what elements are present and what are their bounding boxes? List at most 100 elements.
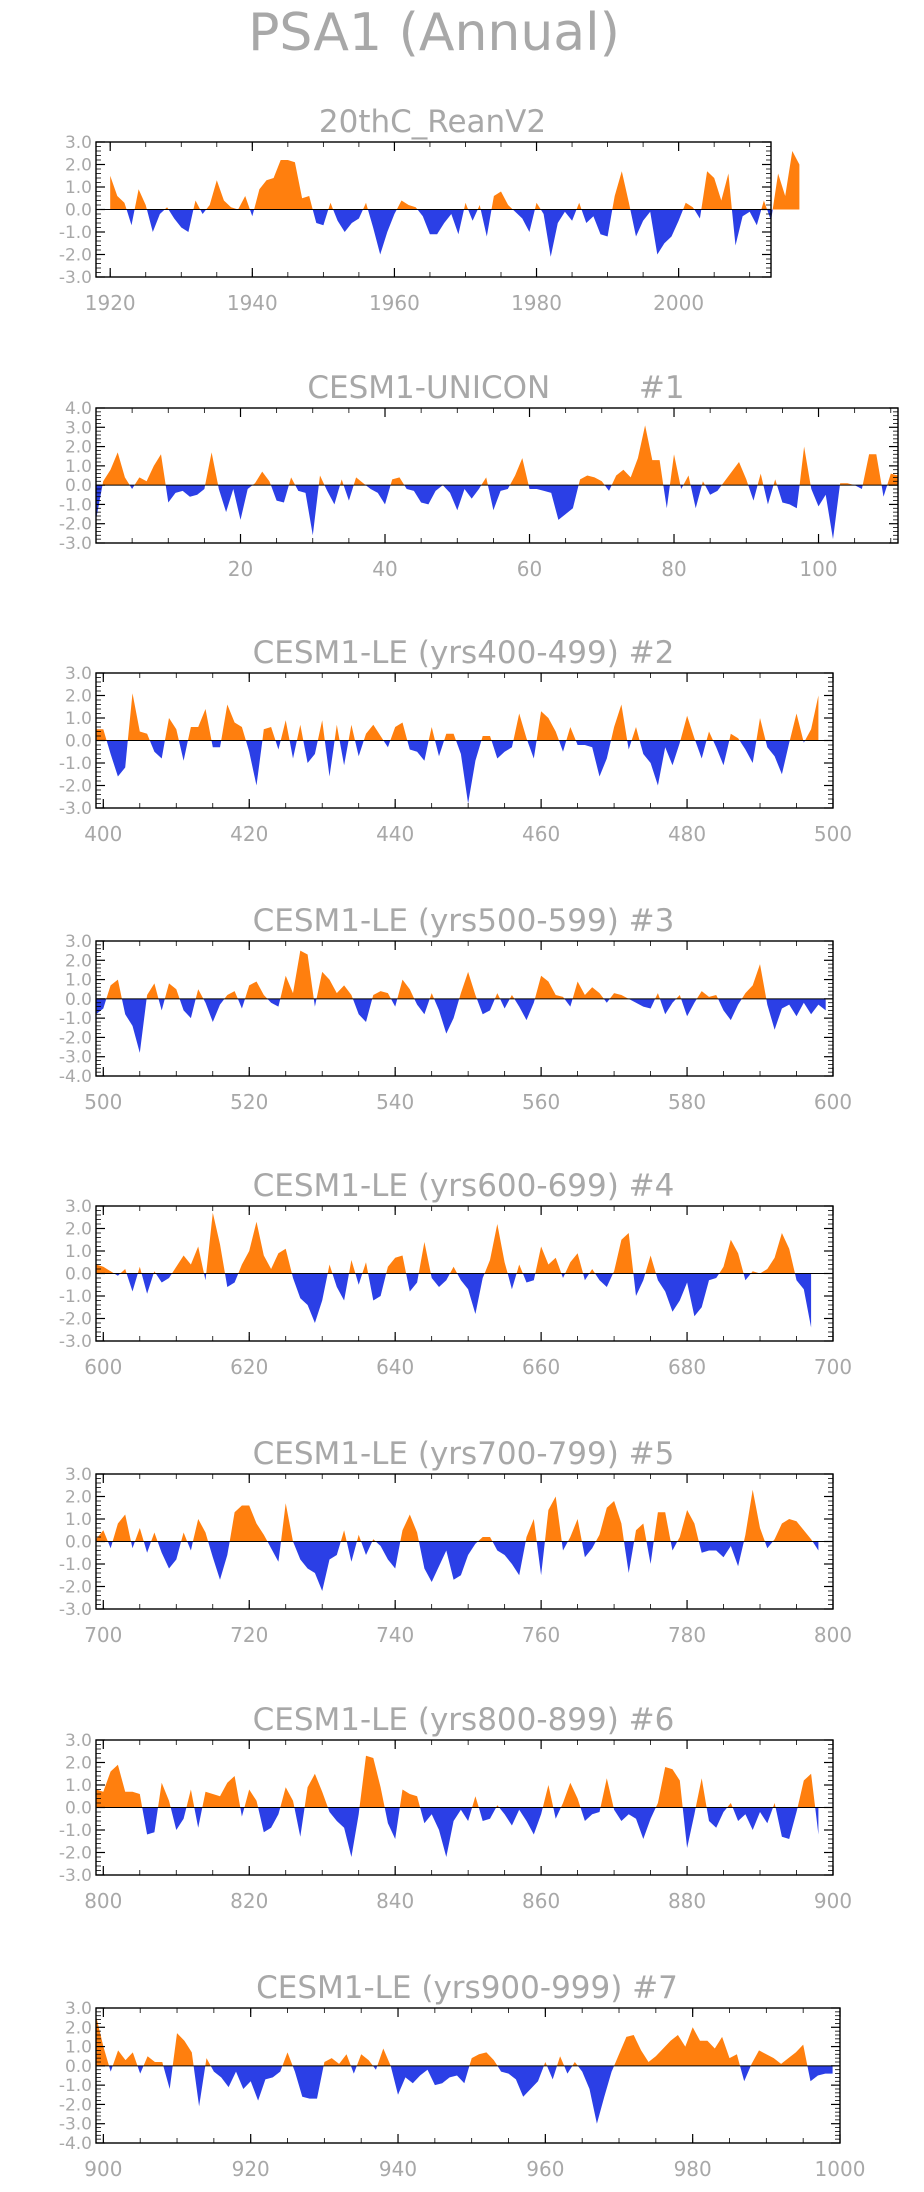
y-tick-label: 2.0 — [65, 687, 92, 707]
y-tick-label: -3.0 — [59, 534, 92, 554]
y-tick-label: 1.0 — [65, 457, 92, 477]
x-tick-label: 680 — [668, 1355, 706, 1379]
x-tick-label: 700 — [84, 1623, 122, 1647]
x-tick-label: 820 — [230, 1889, 268, 1913]
positive-anomaly-area — [96, 693, 819, 741]
x-tick-label: 560 — [522, 1090, 560, 1114]
y-tick-label: 0.0 — [65, 2057, 92, 2077]
x-tick-label: 900 — [814, 1889, 852, 1913]
y-tick-label: 1.0 — [65, 1242, 92, 1262]
x-tick-label: 880 — [668, 1889, 706, 1913]
negative-anomaly-area — [110, 209, 800, 257]
y-tick-label: -1.0 — [59, 495, 92, 515]
y-tick-label: -2.0 — [59, 1310, 92, 1330]
x-tick-label: 700 — [814, 1355, 852, 1379]
panel-title: CESM1-UNICON #1 — [307, 370, 684, 406]
y-tick-label: -2.0 — [59, 2095, 92, 2115]
chart-panel-8: CESM1-LE (yrs900-999) #7 3.02.01.00.0-1.0… — [59, 1970, 866, 2181]
y-tick-label: -3.0 — [59, 268, 92, 288]
plot-frame — [95, 141, 772, 278]
y-tick-label: -1.0 — [59, 1009, 92, 1029]
panel-title: CESM1-LE (yrs400-499) #2 — [253, 635, 675, 671]
plot-frame — [95, 1205, 834, 1342]
negative-anomaly-area — [96, 1541, 819, 1591]
chart-panel-6: CESM1-LE (yrs700-799) #5 3.0 2.01.0 0.0-1.0… — [59, 1436, 852, 1647]
positive-anomaly-area — [96, 1212, 812, 1274]
x-tick-label: 440 — [376, 822, 414, 846]
x-tick-label: 720 — [230, 1623, 268, 1647]
y-tick-label: 2.0 — [65, 1488, 92, 1508]
y-tick-label: 3.0 — [65, 1197, 92, 1217]
y-tick-label: -2.0 — [59, 1844, 92, 1864]
x-tick-label: 1980 — [511, 291, 562, 315]
y-tick-label: -3.0 — [59, 1866, 92, 1886]
x-tick-label: 580 — [668, 1090, 706, 1114]
x-tick-label: 920 — [232, 2157, 270, 2181]
x-tick-label: 940 — [379, 2157, 417, 2181]
y-tick-label: 0.0 — [65, 476, 92, 496]
positive-anomaly-area — [96, 1489, 819, 1542]
y-tick-label: 3.0 — [65, 418, 92, 438]
x-tick-label: 480 — [668, 822, 706, 846]
y-tick-label: 2.0 — [65, 2018, 92, 2038]
x-tick-label: 100 — [799, 557, 837, 581]
y-tick-label: 3.0 — [65, 664, 92, 684]
negative-anomaly-area — [96, 998, 826, 1053]
y-tick-label: -3.0 — [59, 1600, 92, 1620]
y-tick-label: -1.0 — [59, 1555, 92, 1575]
y-tick-label: 1.0 — [65, 971, 92, 991]
chart-panel-2: CESM1-UNICON #1 4.03.02.01.00.0-1.0-2.0-3… — [59, 370, 899, 581]
positive-anomaly-area — [96, 425, 898, 486]
panel-title: CESM1-LE (yrs900-999) #7 — [256, 1970, 678, 2006]
y-tick-label: 0.0 — [65, 732, 92, 752]
negative-anomaly-area — [96, 1273, 812, 1328]
y-tick-label: 2.0 — [65, 1754, 92, 1774]
x-tick-label: 1960 — [369, 291, 420, 315]
positive-anomaly-area — [96, 2015, 833, 2066]
y-tick-label: -2.0 — [59, 1578, 92, 1598]
x-tick-label: 500 — [84, 1090, 122, 1114]
panel-title: CESM1-LE (yrs800-899) #6 — [253, 1702, 675, 1738]
x-tick-label: 600 — [84, 1355, 122, 1379]
x-tick-label: 460 — [522, 822, 560, 846]
y-tick-label: -4.0 — [59, 1067, 92, 1087]
x-tick-label: 40 — [372, 557, 397, 581]
negative-anomaly-area — [96, 740, 819, 804]
plot-frame — [95, 940, 834, 1077]
y-tick-label: 1.0 — [65, 1776, 92, 1796]
y-tick-label: -2.0 — [59, 777, 92, 797]
plot-frame — [95, 1473, 834, 1610]
chart-panel-4: CESM1-LE (yrs500-599) #3 3.02.01.00.0-1.0… — [59, 903, 852, 1114]
y-tick-label: -3.0 — [59, 799, 92, 819]
x-tick-label: 540 — [376, 1090, 414, 1114]
y-tick-label: 2.0 — [65, 156, 92, 176]
y-tick-label: 0.0 — [65, 990, 92, 1010]
y-tick-label: 2.0 — [65, 951, 92, 971]
plot-frame — [95, 407, 899, 544]
x-tick-label: 660 — [522, 1355, 560, 1379]
x-tick-label: 840 — [376, 1889, 414, 1913]
y-tick-label: 0.0 — [65, 1799, 92, 1819]
y-tick-label: -1.0 — [59, 1287, 92, 1307]
x-tick-label: 420 — [230, 822, 268, 846]
x-tick-label: 2000 — [653, 291, 704, 315]
chart-panel-7: CESM1-LE (yrs800-899) #6 3.0 2.01.0 0.0-1.0… — [59, 1702, 852, 1913]
x-tick-label: 900 — [84, 2157, 122, 2181]
chart-panel-5: CESM1-LE (yrs600-699) #4 3.0 2.01.0 0.0-1.0… — [59, 1168, 852, 1379]
y-tick-label: 4.0 — [65, 399, 92, 419]
y-tick-label: -3.0 — [59, 1332, 92, 1352]
x-tick-label: 1940 — [227, 291, 278, 315]
panels: 20thC_ReanV23.02.01.00.0-1.0-2.0-3.01920… — [59, 104, 899, 2181]
negative-anomaly-area — [96, 1807, 819, 1857]
x-tick-label: 620 — [230, 1355, 268, 1379]
positive-anomaly-area — [110, 151, 800, 210]
y-tick-label: -2.0 — [59, 1028, 92, 1048]
chart-panel-1: 20thC_ReanV2 3.0 2.01.0 0.0-1.0 -2.0-3.0 1920… — [59, 104, 800, 315]
y-tick-label: -2.0 — [59, 515, 92, 535]
x-tick-label: 960 — [526, 2157, 564, 2181]
x-tick-label: 1000 — [815, 2157, 866, 2181]
y-tick-label: -1.0 — [59, 1821, 92, 1841]
chart-panel-3: CESM1-LE (yrs400-499) #2 3.0 2.01.0 0.0-1.0… — [59, 635, 852, 846]
x-tick-label: 640 — [376, 1355, 414, 1379]
